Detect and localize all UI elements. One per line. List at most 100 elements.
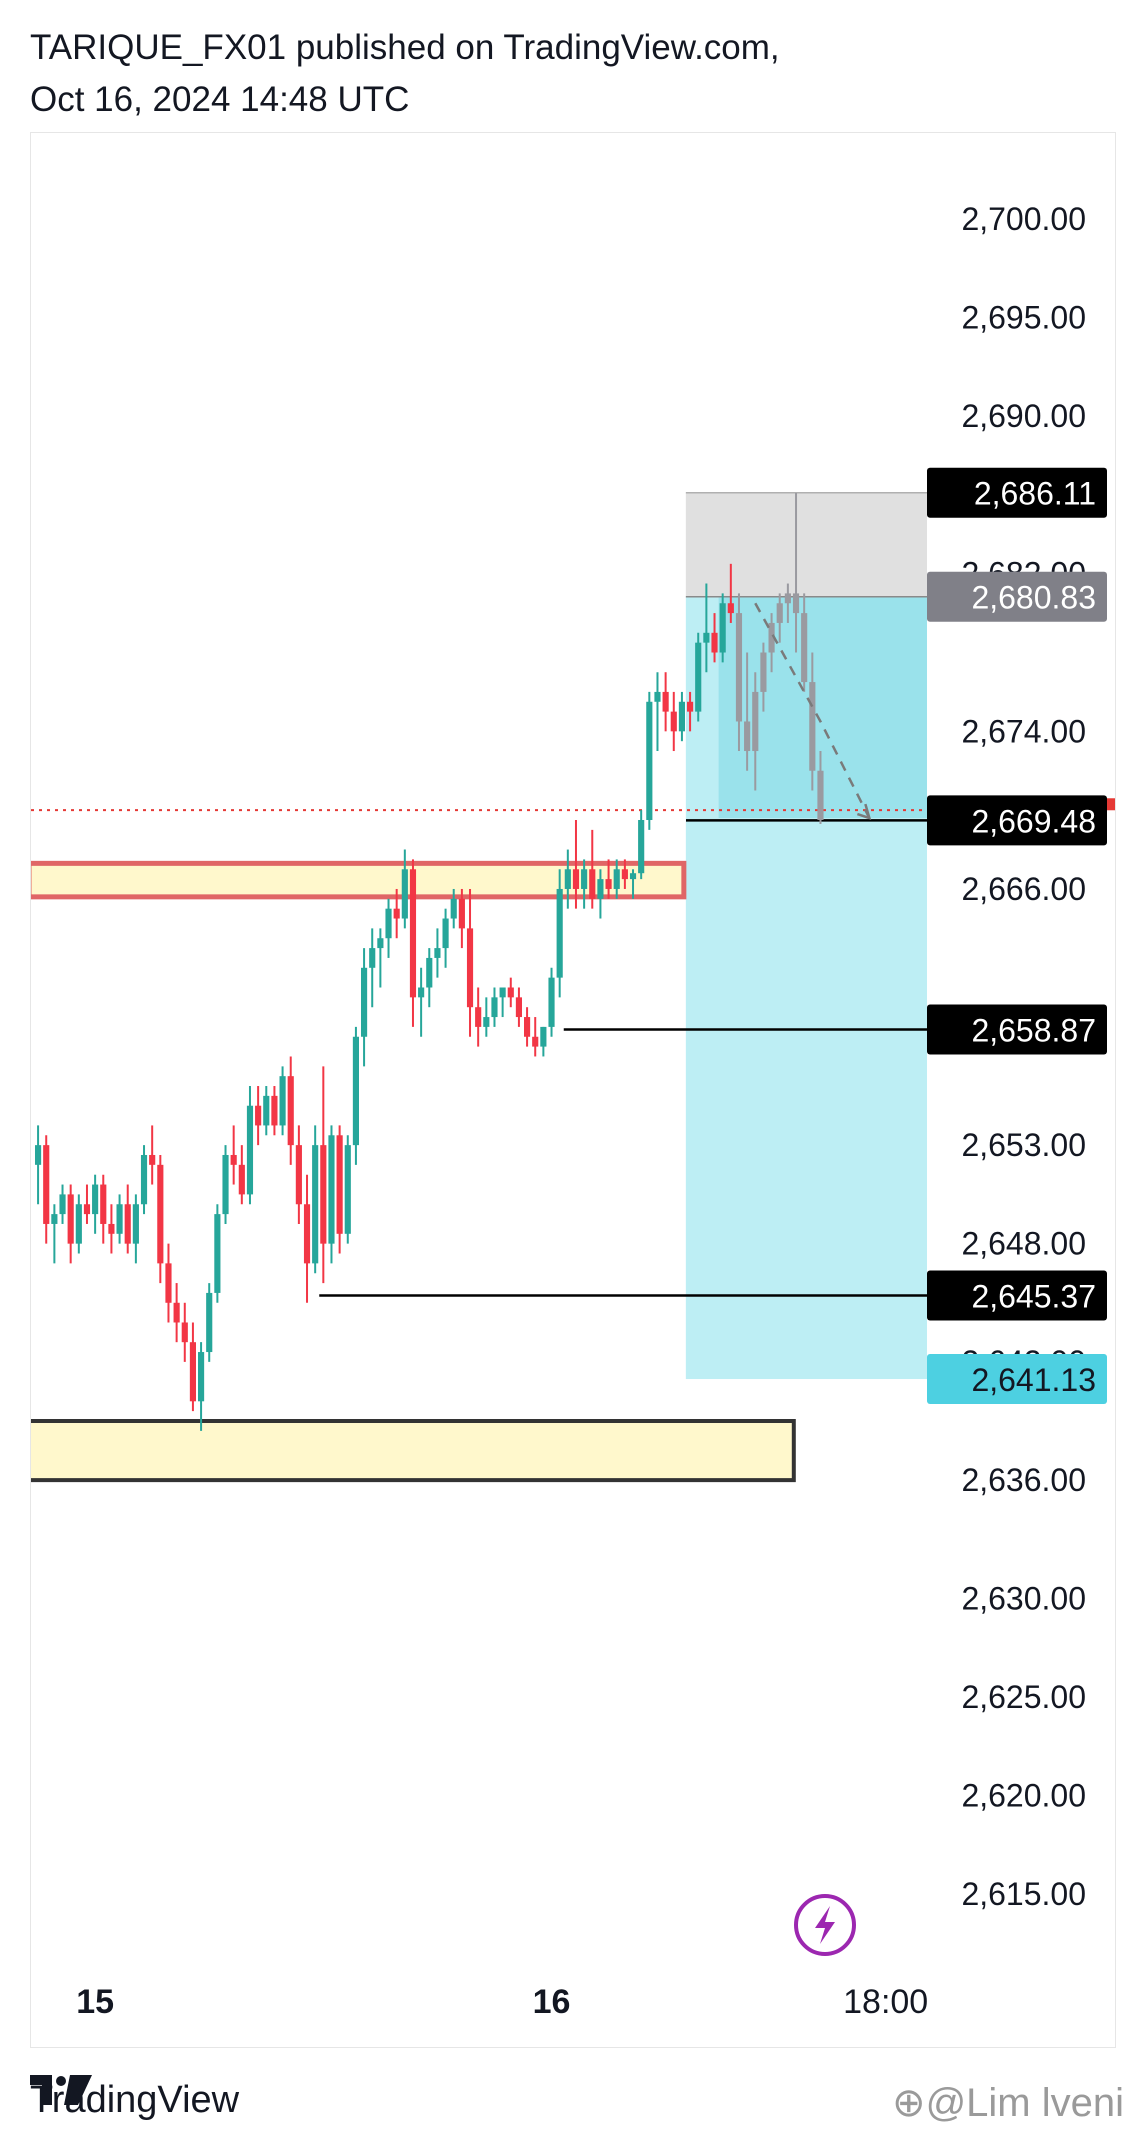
candle-body — [206, 1292, 213, 1353]
candle-body — [801, 613, 808, 683]
candle-body — [589, 869, 596, 899]
candle-body — [271, 1095, 278, 1126]
candle-body — [59, 1194, 66, 1215]
candle-body — [92, 1184, 99, 1215]
tradingview-brand-text: TradingView — [30, 2078, 240, 2121]
candlestick-chart[interactable]: 2,700.002,695.002,690.002,682.002,674.00… — [31, 133, 1116, 2048]
projection-path — [754, 602, 871, 819]
candle-body — [564, 869, 571, 889]
candle-body — [638, 820, 645, 874]
tradingview-logo-icon — [30, 2075, 92, 2105]
candle-body — [491, 997, 498, 1018]
candle-body — [51, 1214, 58, 1224]
candle-body — [255, 1105, 262, 1126]
candle-body — [442, 918, 449, 949]
candle-body — [507, 987, 514, 998]
y-axis-tick-label: 2,620.00 — [961, 1777, 1086, 1813]
y-axis-tick-label: 2,625.00 — [961, 1679, 1086, 1715]
candle-body — [719, 603, 726, 653]
price-label: 2,658.87 — [971, 1012, 1096, 1048]
candle-body — [214, 1214, 221, 1293]
candle-body — [181, 1322, 188, 1343]
candle-body — [35, 1145, 42, 1165]
candle-body — [809, 682, 816, 771]
candle-body — [189, 1342, 196, 1402]
candle-body — [817, 770, 824, 821]
candle-body — [524, 1017, 531, 1037]
candle-body — [466, 928, 474, 1008]
candle-body — [744, 721, 751, 752]
candle-body — [165, 1263, 172, 1303]
candle-body — [157, 1164, 164, 1264]
projection-arrowhead — [856, 803, 872, 820]
candle-body — [735, 613, 743, 722]
candle-body — [263, 1095, 270, 1126]
y-axis-tick-label: 2,615.00 — [961, 1876, 1086, 1912]
candle-body — [132, 1204, 139, 1244]
candle-body — [670, 711, 677, 732]
candle-body — [792, 593, 800, 614]
candle-body — [548, 977, 555, 1027]
candle-body — [597, 879, 604, 899]
candle-body — [768, 622, 775, 653]
candle-body — [377, 938, 384, 949]
price-label-box — [927, 1004, 1107, 1055]
price-label-box — [927, 1270, 1107, 1321]
price-label: 2,669.48 — [971, 803, 1096, 839]
candle-body — [662, 691, 669, 712]
candle-body — [418, 987, 425, 998]
y-axis-tick-label: 2,653.00 — [961, 1127, 1086, 1163]
candle-body — [678, 701, 685, 732]
y-axis-tick-label: 2,648.00 — [961, 1226, 1086, 1262]
candle-body — [230, 1154, 237, 1165]
tradingview-footer[interactable]: TradingView — [30, 2075, 239, 2125]
candle-body — [149, 1154, 156, 1165]
candle-body — [361, 967, 368, 1037]
support-zone — [31, 1419, 796, 1483]
candle-body — [426, 957, 433, 988]
candle-body — [727, 603, 734, 614]
candle-body — [540, 1026, 547, 1047]
candle-body — [629, 873, 637, 880]
candle-body — [116, 1204, 123, 1234]
lightning-icon — [794, 1894, 856, 1956]
chart-frame[interactable]: 2,700.002,695.002,690.002,682.002,674.00… — [30, 132, 1116, 2048]
candle-body — [320, 1145, 327, 1244]
lightning-bolt-icon — [815, 1906, 835, 1944]
candle-body — [605, 879, 612, 889]
candle-body — [409, 869, 417, 998]
price-label: 2,645.37 — [971, 1278, 1096, 1314]
candle-body — [613, 869, 620, 889]
y-axis-tick-label: 2,695.00 — [961, 300, 1086, 336]
candle-body — [752, 691, 759, 752]
candle-body — [385, 908, 392, 939]
candle-body — [401, 869, 408, 919]
candle-body — [279, 1076, 286, 1126]
publish-info: TARIQUE_FX01 published on TradingView.co… — [30, 22, 780, 126]
price-label: 2,641.13 — [971, 1362, 1096, 1398]
candle-body — [108, 1223, 115, 1234]
candle-body — [703, 632, 710, 643]
candle-body — [287, 1076, 294, 1146]
candle-body — [246, 1105, 254, 1195]
candle-body — [581, 869, 588, 889]
candle-body — [238, 1164, 245, 1195]
publisher-line: TARIQUE_FX01 published on TradingView.co… — [30, 28, 780, 67]
candle-body — [654, 691, 661, 702]
candle-body — [572, 869, 580, 889]
candle-body — [483, 1017, 490, 1027]
candle-body — [173, 1302, 180, 1323]
candle-body — [393, 908, 400, 919]
candle-body — [695, 642, 702, 712]
candle-body — [344, 1145, 351, 1234]
y-axis-tick-label: 2,630.00 — [961, 1580, 1086, 1616]
candle-body — [43, 1145, 50, 1224]
y-axis-tick-label: 2,636.00 — [961, 1462, 1086, 1498]
candle-body — [369, 948, 376, 968]
candle-body — [100, 1184, 107, 1224]
candle-body — [475, 1007, 482, 1027]
candle-body — [784, 593, 791, 604]
x-axis-tick-label: 15 — [76, 1983, 114, 2021]
y-axis-tick-label: 2,700.00 — [961, 201, 1086, 237]
y-axis-tick-label: 2,674.00 — [961, 713, 1086, 749]
